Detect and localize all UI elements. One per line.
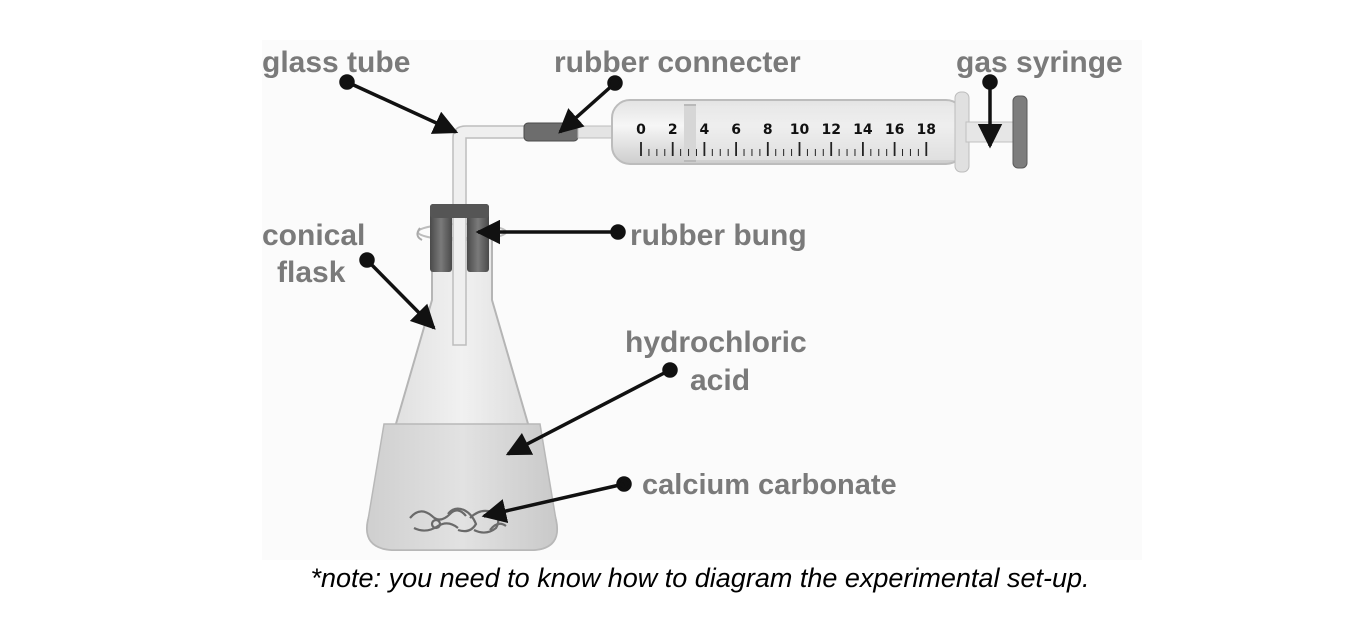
scale-number: 10 bbox=[790, 122, 810, 138]
scale-number: 12 bbox=[821, 122, 840, 138]
scale-number: 6 bbox=[731, 122, 741, 138]
scale-number: 2 bbox=[668, 122, 678, 138]
syringe-scale-numbers: 0 2 4 6 8 10 12 14 16 18 bbox=[636, 122, 936, 138]
hydrochloric-acid-label-line2: acid bbox=[690, 364, 750, 397]
scale-number: 4 bbox=[700, 122, 710, 138]
rubber-bung-label: rubber bung bbox=[630, 219, 807, 252]
scale-number: 16 bbox=[885, 122, 904, 138]
glass-tube bbox=[452, 125, 537, 346]
rubber-connecter-label: rubber connecter bbox=[554, 46, 801, 79]
calcium-carbonate-arrow bbox=[481, 482, 625, 524]
conical-flask-label-line2: flask bbox=[277, 256, 346, 289]
rubber-connecter-arrow bbox=[558, 81, 617, 134]
syringe-scale-ticks bbox=[640, 142, 928, 156]
calcium-carbonate-label: calcium carbonate bbox=[642, 469, 897, 501]
footnote: *note: you need to know how to diagram t… bbox=[310, 563, 1090, 593]
conical-flask bbox=[366, 223, 558, 551]
glass-tube-label: glass tube bbox=[262, 46, 410, 79]
hydrochloric-acid-label-line1: hydrochloric bbox=[625, 326, 807, 359]
glass-tube-arrow bbox=[346, 80, 459, 134]
gas-syringe: 0 2 4 6 8 10 12 14 16 18 bbox=[611, 91, 1028, 173]
gas-syringe-label: gas syringe bbox=[956, 46, 1123, 79]
scale-number: 8 bbox=[763, 122, 773, 138]
conical-flask-label-line1: conical bbox=[262, 219, 365, 252]
scale-number: 18 bbox=[917, 122, 936, 138]
hydrochloric-acid-arrow bbox=[505, 368, 671, 456]
scale-number: 0 bbox=[636, 122, 646, 138]
scale-number: 14 bbox=[853, 122, 873, 138]
rubber-connecter bbox=[523, 122, 579, 142]
conical-flask-arrow bbox=[365, 258, 436, 330]
hydrochloric-acid-liquid bbox=[366, 423, 558, 551]
apparatus-diagram: 0 2 4 6 8 10 12 14 16 18 glass tube rubber connec… bbox=[262, 46, 1123, 551]
